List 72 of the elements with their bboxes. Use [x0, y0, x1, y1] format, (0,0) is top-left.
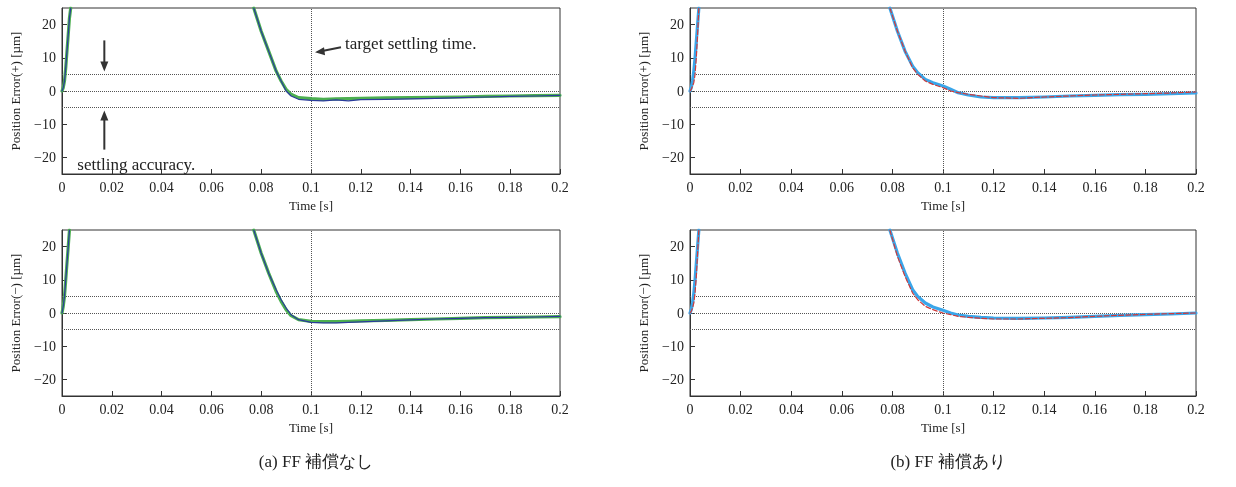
x-tick-label: 0.12 — [981, 401, 1006, 417]
x-tick-label: 0.02 — [728, 401, 753, 417]
y-tick-label: 10 — [42, 272, 56, 288]
x-tick-label: 0.06 — [829, 179, 855, 195]
y-tick-label: −10 — [662, 338, 684, 354]
x-tick-label: 0.06 — [199, 179, 224, 195]
x-tick-label: 0.06 — [829, 401, 855, 417]
y-tick-label: 20 — [670, 239, 684, 255]
x-tick-label: 0.08 — [880, 401, 905, 417]
y-tick-label: 20 — [42, 17, 56, 33]
x-tick-label: 0.06 — [199, 401, 224, 417]
y-tick-label: −10 — [662, 116, 684, 132]
x-tick-label: 0.1 — [934, 401, 952, 417]
x-tick-label: 0.14 — [1031, 401, 1057, 417]
annotation: target settling time. — [345, 34, 477, 54]
y-tick-label: −20 — [662, 149, 684, 165]
x-tick-label: 0.2 — [551, 401, 569, 417]
x-tick-label: 0.16 — [448, 401, 473, 417]
x-tick-label: 0.08 — [248, 179, 274, 195]
x-tick-label: 0.04 — [778, 179, 804, 195]
x-tick-label: 0.04 — [149, 401, 174, 417]
x-tick-label: 0.18 — [497, 401, 523, 417]
x-axis-title: Time [s] — [921, 419, 965, 435]
x-tick-label: 0.08 — [880, 179, 905, 195]
x-tick-label: 0.04 — [149, 179, 174, 195]
x-axis-title: Time [s] — [921, 197, 965, 213]
y-tick-label: 10 — [670, 272, 684, 288]
y-tick-label: 10 — [42, 50, 56, 66]
x-tick-label: 0.04 — [778, 401, 804, 417]
x-tick-label: 0.16 — [1082, 179, 1108, 195]
x-tick-label: 0.2 — [1187, 179, 1205, 195]
x-axis-title: Time [s] — [289, 197, 333, 213]
x-tick-label: 0.18 — [1133, 179, 1158, 195]
x-tick-label: 0.16 — [1082, 401, 1108, 417]
x-tick-label: 0.12 — [981, 179, 1006, 195]
y-axis-title: Position Error(−) [µm] — [8, 253, 23, 373]
x-tick-label: 0.18 — [497, 179, 523, 195]
x-tick-label: 0.2 — [1187, 401, 1205, 417]
x-tick-label: 0.02 — [99, 179, 125, 195]
y-tick-label: 0 — [677, 305, 684, 321]
y-tick-label: 0 — [49, 83, 56, 99]
x-tick-label: 0.12 — [348, 401, 374, 417]
x-tick-label: 0.16 — [448, 179, 473, 195]
x-tick-label: 0.14 — [398, 179, 423, 195]
x-tick-label: 0.18 — [1133, 401, 1158, 417]
x-tick-label: 0.1 — [302, 401, 320, 417]
x-tick-label: 0.08 — [248, 401, 274, 417]
y-tick-label: 20 — [670, 17, 684, 33]
y-tick-label: 10 — [670, 50, 684, 66]
y-axis-title: Position Error(+) [µm] — [636, 31, 651, 151]
x-tick-label: 0.14 — [398, 401, 423, 417]
text: (a) FF 補償なし — [258, 452, 374, 471]
x-tick-label: 0.02 — [728, 179, 753, 195]
text: (b) FF 補償あり — [890, 452, 1006, 471]
y-tick-label: −20 — [662, 371, 684, 387]
x-tick-label: 0.14 — [1031, 179, 1057, 195]
annotation: settling accuracy. — [77, 154, 196, 174]
x-tick-label: 0.12 — [348, 179, 374, 195]
y-axis-title: Position Error(+) [µm] — [8, 31, 23, 151]
y-tick-label: 0 — [49, 305, 56, 321]
y-axis-title: Position Error(−) [µm] — [636, 253, 651, 373]
y-tick-label: 0 — [677, 83, 684, 99]
x-tick-label: 0.2 — [551, 179, 569, 195]
y-tick-label: −10 — [34, 116, 56, 132]
x-tick-label: 0.02 — [99, 401, 125, 417]
y-tick-label: 20 — [42, 239, 56, 255]
x-tick-label: 0.1 — [302, 179, 320, 195]
x-tick-label: 0.1 — [934, 179, 952, 195]
y-tick-label: −10 — [34, 338, 56, 354]
y-tick-label: −20 — [34, 149, 56, 165]
y-tick-label: −20 — [34, 371, 56, 387]
x-axis-title: Time [s] — [289, 419, 333, 435]
